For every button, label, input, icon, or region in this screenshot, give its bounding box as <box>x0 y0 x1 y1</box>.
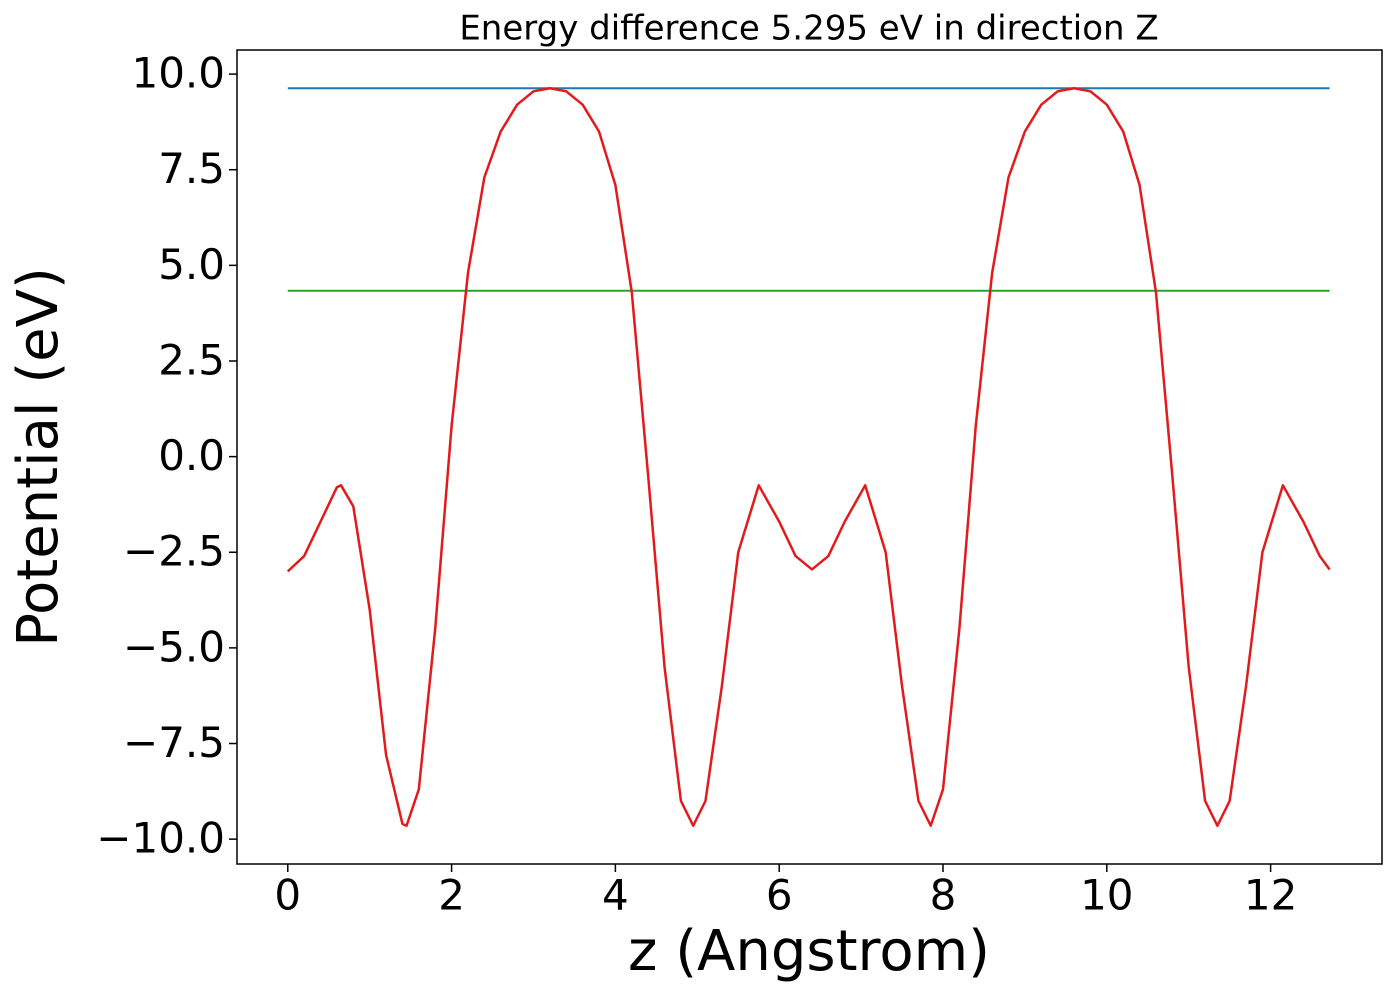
y-tick-label: 7.5 <box>158 144 225 193</box>
x-tick-label: 6 <box>766 871 793 920</box>
y-tick-label: 10.0 <box>131 49 225 98</box>
chart-title: Energy difference 5.295 eV in direction … <box>459 9 1158 49</box>
y-tick-label: 2.5 <box>158 335 225 384</box>
x-tick-label: 10 <box>1080 871 1133 920</box>
line-series <box>286 87 1331 827</box>
x-tick-label: 8 <box>930 871 957 920</box>
y-tick-label: −10.0 <box>96 814 225 863</box>
x-tick-label: 2 <box>438 871 465 920</box>
y-tick-label: −2.5 <box>123 527 225 576</box>
y-tick-label: 5.0 <box>158 240 225 289</box>
y-tick-label: −5.0 <box>123 622 225 671</box>
x-tick-label: 4 <box>602 871 629 920</box>
x-tick-label: 12 <box>1244 871 1297 920</box>
y-axis-label: Potential (eV) <box>6 267 71 647</box>
plot-frame <box>236 49 1383 865</box>
y-tick-label: 0.0 <box>158 431 225 480</box>
x-tick-label: 0 <box>274 871 301 920</box>
x-axis-label: z (Angstrom) <box>628 919 990 984</box>
y-tick-label: −7.5 <box>123 718 225 767</box>
